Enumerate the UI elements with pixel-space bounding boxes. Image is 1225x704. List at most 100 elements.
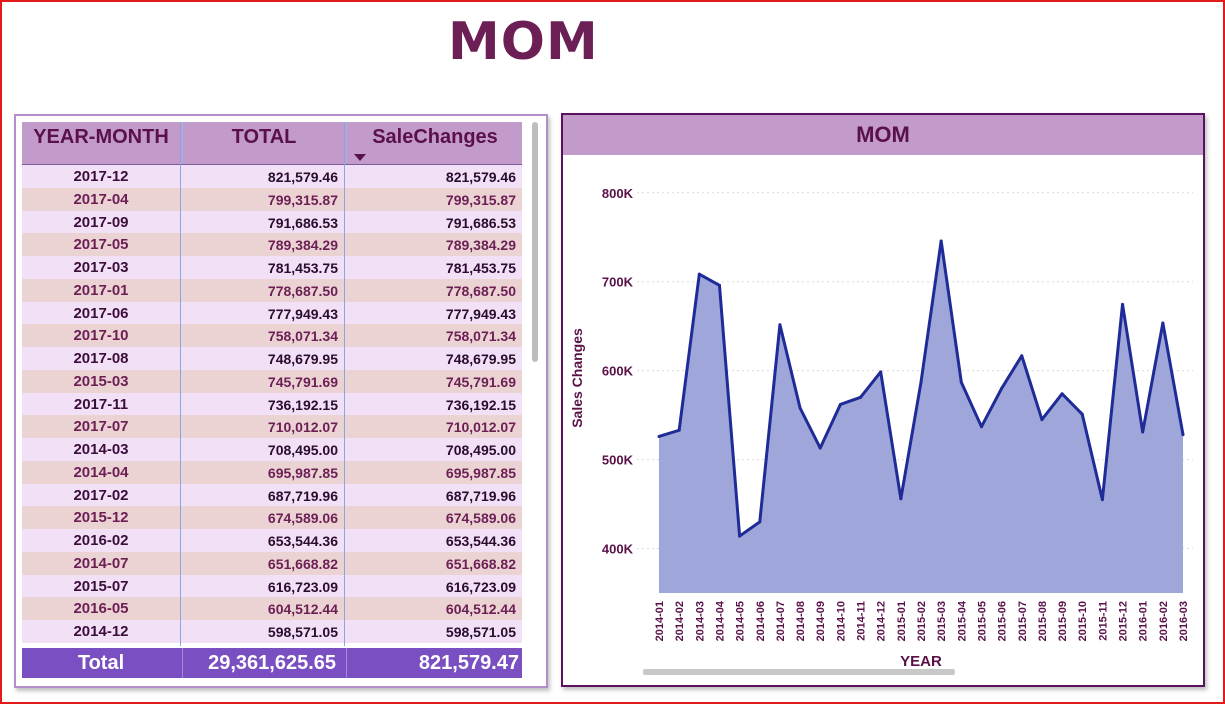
table-body: 2017-12 821,579.46 821,579.46 2017-04 799,31… — [22, 165, 522, 645]
sale-changes-cell: 616,723.09 — [445, 578, 516, 595]
area-chart: 400K 500K 600K 700K 800K 2014-01 2014-02 2014-0… — [569, 186, 1193, 670]
table-row[interactable]: 2017-11 736,192.15 736,192.15 — [22, 392, 522, 416]
data-point — [879, 370, 883, 374]
data-point — [717, 283, 721, 287]
sale-changes-cell: 781,453.75 — [445, 260, 516, 276]
sale-changes-cell: 758,071.34 — [445, 328, 516, 345]
data-point — [939, 239, 943, 243]
table-row[interactable]: 2015-03 745,791.69 745,791.69 — [22, 369, 522, 393]
x-tick-label: 2014-08 — [795, 601, 807, 641]
table-row[interactable]: 2014-04 695,987.85 695,987.85 — [22, 460, 522, 484]
sale-changes-cell: 651,668.82 — [445, 555, 516, 572]
total-cell: 745,791.69 — [267, 373, 338, 390]
data-point — [798, 406, 802, 410]
total-cell: 598,571.05 — [267, 624, 338, 640]
x-axis-title: YEAR — [900, 653, 942, 670]
data-point — [1121, 302, 1125, 306]
table-header: YEAR-MONTH TOTAL SaleChanges — [22, 122, 522, 165]
chart-horizontal-scrollbar[interactable] — [643, 669, 955, 675]
x-tick-label: 2015-08 — [1037, 601, 1049, 641]
table-row[interactable]: 2017-07 710,012.07 710,012.07 — [22, 415, 522, 438]
table-row[interactable]: 2016-02 653,544.36 653,544.36 — [22, 529, 522, 552]
year-month-cell: 2017-01 — [73, 281, 129, 299]
y-tick-label: 800K — [602, 186, 634, 201]
total-cell: 758,071.34 — [267, 328, 338, 345]
table-row[interactable]: 2017-04 799,315.87 799,315.87 — [22, 187, 522, 211]
sale-changes-sum: 821,579.47 — [346, 648, 519, 678]
table-row[interactable]: 2015-07 616,723.09 616,723.09 — [22, 574, 522, 598]
x-tick-label: 2016-02 — [1158, 601, 1170, 641]
table-row[interactable]: 2016-05 604,512.44 604,512.44 — [22, 597, 522, 620]
sort-descending-icon[interactable] — [354, 154, 366, 161]
column-divider — [344, 122, 345, 646]
x-tick-label: 2015-06 — [997, 601, 1009, 641]
table-row[interactable]: 2017-02 687,719.96 687,719.96 — [22, 483, 522, 507]
x-tick-label: 2015-12 — [1118, 601, 1130, 641]
sale-changes-cell: 748,679.95 — [445, 351, 516, 367]
table-row[interactable]: 2017-01 778,687.50 778,687.50 — [22, 278, 522, 302]
sale-changes-cell: 687,719.96 — [445, 487, 516, 504]
chart-panel: MOM 400K 500K 600K 700K 800K 2014-01 2014-02 20… — [561, 113, 1205, 687]
table-scrollbar[interactable] — [532, 122, 538, 362]
total-cell: 799,315.87 — [267, 191, 338, 208]
data-point — [838, 402, 842, 406]
table-row[interactable]: 2014-03 708,495.00 708,495.00 — [22, 438, 522, 461]
total-cell: 748,679.95 — [267, 351, 338, 367]
chart-title: MOM — [856, 122, 910, 147]
total-cell: 778,687.50 — [267, 282, 338, 299]
sale-changes-cell: 695,987.85 — [445, 464, 516, 481]
year-month-cell: 2017-07 — [73, 418, 129, 436]
x-tick-label: 2014-02 — [674, 601, 686, 641]
data-point — [979, 425, 983, 429]
data-point — [1060, 392, 1064, 396]
year-month-cell: 2014-03 — [73, 441, 129, 458]
table-row[interactable]: 2017-03 781,453.75 781,453.75 — [22, 256, 522, 279]
data-point — [1000, 386, 1004, 390]
year-month-cell: 2015-07 — [73, 577, 129, 595]
column-header-year-month[interactable]: YEAR-MONTH — [33, 126, 169, 148]
table-row[interactable]: 2017-05 789,384.29 789,384.29 — [22, 233, 522, 256]
data-point — [738, 534, 742, 538]
total-cell: 674,589.06 — [267, 510, 338, 527]
year-month-cell: 2017-04 — [73, 190, 129, 208]
table-row[interactable]: 2014-07 651,668.82 651,668.82 — [22, 551, 522, 575]
x-tick-label: 2015-04 — [956, 600, 968, 641]
table-row[interactable]: 2015-12 674,589.06 674,589.06 — [22, 506, 522, 529]
year-month-cell: 2017-10 — [73, 327, 129, 345]
year-month-cell: 2014-12 — [73, 623, 129, 640]
x-tick-label: 2015-03 — [936, 601, 948, 641]
y-tick-label: 500K — [602, 453, 634, 468]
table-row[interactable]: 2017-06 777,949.43 777,949.43 — [22, 301, 522, 325]
x-tick-label: 2015-02 — [916, 601, 928, 641]
total-cell: 710,012.07 — [267, 419, 338, 436]
x-tick-label: 2014-07 — [775, 601, 787, 641]
x-tick-label: 2015-01 — [896, 601, 908, 641]
year-month-cell: 2017-02 — [73, 486, 129, 504]
area-fill — [659, 240, 1183, 594]
data-point — [677, 428, 681, 432]
x-tick-label: 2014-03 — [694, 601, 706, 641]
column-header-sale-changes[interactable]: SaleChanges — [346, 122, 523, 164]
total-cell: 604,512.44 — [267, 601, 338, 618]
total-cell: 687,719.96 — [267, 487, 338, 504]
table-row[interactable]: 2017-10 758,071.34 758,071.34 — [22, 324, 522, 347]
data-point — [1161, 321, 1165, 325]
table-row[interactable]: 2017-12 821,579.46 821,579.46 — [22, 165, 522, 188]
total-cell: 791,686.53 — [267, 214, 338, 231]
x-tick-label: 2014-06 — [755, 601, 767, 641]
table-row[interactable]: 2017-09 791,686.53 791,686.53 — [22, 210, 522, 234]
data-point — [697, 272, 701, 276]
column-header-total[interactable]: TOTAL — [182, 122, 345, 164]
sale-changes-cell: 710,012.07 — [445, 419, 516, 436]
table-row[interactable]: 2014-12 598,571.05 598,571.05 — [22, 620, 522, 643]
total-cell: 781,453.75 — [267, 260, 338, 276]
year-month-cell: 2017-12 — [73, 168, 129, 185]
table-row[interactable]: 2017-08 748,679.95 748,679.95 — [22, 347, 522, 370]
sale-changes-cell: 789,384.29 — [445, 237, 516, 254]
data-point — [1181, 433, 1185, 437]
x-tick-label: 2014-11 — [856, 601, 868, 641]
page-title: MOM — [448, 12, 599, 72]
year-month-cell: 2016-05 — [73, 600, 129, 618]
x-tick-label: 2014-09 — [815, 601, 827, 641]
year-month-cell: 2015-12 — [73, 509, 129, 527]
